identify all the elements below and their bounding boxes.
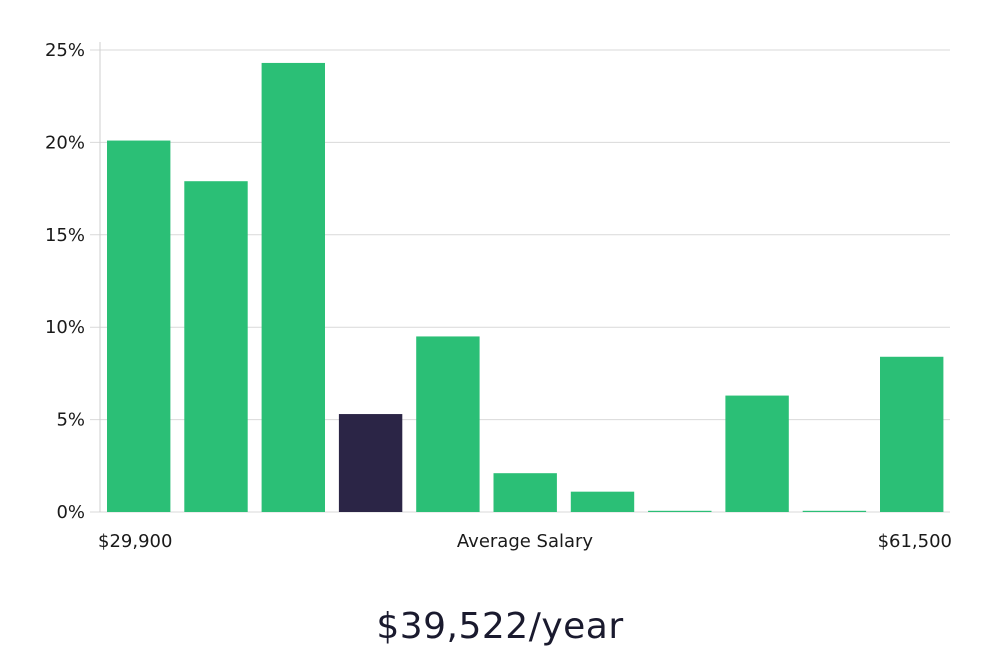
x-max-label: $61,500 [878,531,952,552]
y-tick-label: 15% [45,225,85,246]
x-min-label: $29,900 [98,531,172,552]
bar [261,62,325,512]
bar [416,336,480,512]
bars [107,62,944,512]
bar [802,510,867,512]
bar [570,491,635,512]
bar [648,510,712,512]
average-salary-caption: $39,522/year [376,606,624,647]
y-axis-ticks: 0% 5% 10% 15% 20% 25% [45,40,85,523]
bar [107,140,171,512]
x-axis-title: Average Salary [457,531,594,552]
y-tick-label: 10% [45,317,85,338]
y-tick-label: 5% [56,410,85,431]
y-tick-label: 25% [45,40,85,61]
bar [184,181,248,512]
y-tick-label: 0% [56,502,85,523]
bar-highlighted [338,414,403,512]
bar [725,395,789,512]
y-tick-label: 20% [45,132,85,153]
bar [493,473,557,512]
bar [880,356,944,512]
